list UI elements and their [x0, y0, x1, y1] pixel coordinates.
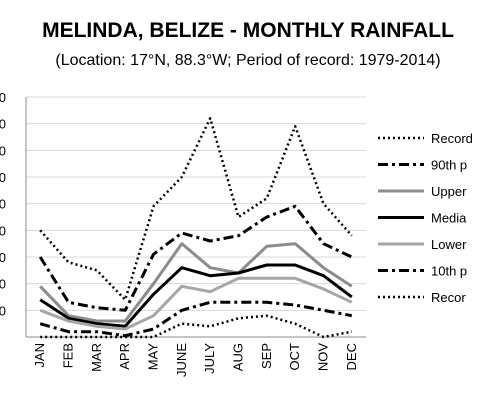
x-tick-label: FEB [61, 343, 76, 368]
series-line [39, 300, 353, 338]
x-tick-label: JUNE [174, 343, 189, 377]
axes: 0 0 0 0 0 0 0 0 0 JAN FEB MAR APR MAY JUNE JULY AUG SEP OC… [0, 90, 366, 377]
chart-title: MELINDA, BELIZE - MONTHLY RAINFALL [42, 19, 454, 42]
y-tick-label: 0 [0, 90, 6, 105]
x-tick-label: DEC [344, 343, 359, 370]
x-tick-label: NOV [316, 343, 331, 372]
x-tick-label: SEP [259, 343, 274, 369]
series-line [39, 276, 353, 331]
legend-label: Upper [431, 184, 467, 199]
series-line [40, 314, 353, 339]
gridlines [26, 96, 366, 338]
series-line [39, 263, 353, 328]
y-tick-label: 0 [0, 143, 6, 158]
y-tick-label: 0 [0, 197, 6, 212]
x-tick-label: MAR [89, 343, 104, 372]
legend-label: Recor [431, 290, 466, 305]
y-tick-label: 0 [0, 170, 6, 185]
legend-label: Media [431, 211, 467, 226]
legend-label: 10th p [431, 264, 467, 279]
series-line [39, 242, 353, 323]
x-tick-label: JAN [32, 343, 47, 368]
legend-label: 90th p [431, 158, 467, 173]
x-tick-label: MAY [146, 343, 161, 371]
x-tick-label: AUG [231, 343, 246, 371]
y-tick-label: 0 [0, 250, 6, 265]
series-lines [38, 117, 353, 339]
chart-subtitle: (Location: 17°N, 88.3°W; Period of recor… [55, 52, 440, 69]
y-tick-label: 0 [0, 117, 6, 132]
series-line [38, 204, 353, 312]
x-tick-label: APR [117, 343, 132, 370]
y-tick-label: 0 [0, 303, 6, 318]
legend-label: Record [431, 131, 473, 146]
legend: Record 90th p Upper Media Lower 10th p Recor [378, 131, 473, 305]
y-tick-label: 0 [0, 277, 6, 292]
legend-label: Lower [431, 237, 467, 252]
x-tick-label: OCT [287, 343, 302, 371]
y-tick-label: 0 [0, 223, 6, 238]
x-tick-label: JULY [202, 343, 217, 374]
